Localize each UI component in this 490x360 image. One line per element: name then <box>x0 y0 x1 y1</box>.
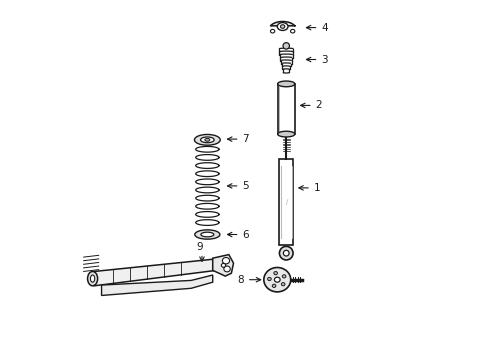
Ellipse shape <box>201 232 214 237</box>
Ellipse shape <box>88 271 98 286</box>
Ellipse shape <box>278 131 295 137</box>
Text: 9: 9 <box>197 242 203 252</box>
Polygon shape <box>101 275 213 296</box>
Ellipse shape <box>280 25 285 28</box>
Ellipse shape <box>277 23 288 31</box>
Ellipse shape <box>274 277 280 282</box>
Ellipse shape <box>283 42 290 49</box>
Text: 4: 4 <box>321 23 328 33</box>
Polygon shape <box>213 255 234 276</box>
Ellipse shape <box>279 246 293 260</box>
Ellipse shape <box>274 271 277 275</box>
Ellipse shape <box>264 267 291 292</box>
Text: 8: 8 <box>237 275 244 285</box>
Ellipse shape <box>272 284 276 287</box>
Ellipse shape <box>221 264 225 267</box>
Text: 6: 6 <box>243 230 249 239</box>
Ellipse shape <box>222 257 230 264</box>
Ellipse shape <box>224 266 230 272</box>
Ellipse shape <box>282 275 286 278</box>
Ellipse shape <box>91 275 95 282</box>
Ellipse shape <box>205 138 210 141</box>
Ellipse shape <box>270 30 275 33</box>
Ellipse shape <box>195 230 220 239</box>
Text: 2: 2 <box>316 100 322 111</box>
Ellipse shape <box>281 283 285 286</box>
Ellipse shape <box>195 134 220 145</box>
Ellipse shape <box>291 30 295 33</box>
Text: 7: 7 <box>243 134 249 144</box>
FancyBboxPatch shape <box>278 84 295 134</box>
Ellipse shape <box>268 277 271 280</box>
Ellipse shape <box>200 137 214 143</box>
Polygon shape <box>270 22 295 26</box>
Polygon shape <box>95 259 216 286</box>
Ellipse shape <box>283 250 289 256</box>
Text: 5: 5 <box>243 181 249 191</box>
Text: 1: 1 <box>314 183 320 193</box>
Text: 3: 3 <box>321 54 328 64</box>
Ellipse shape <box>278 81 295 87</box>
Text: /: / <box>286 199 288 205</box>
FancyBboxPatch shape <box>279 159 293 245</box>
